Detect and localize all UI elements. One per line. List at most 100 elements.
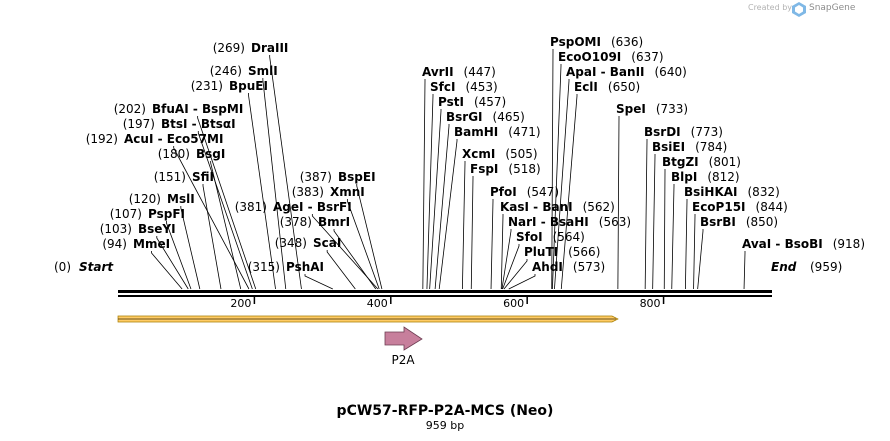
restriction-site-name[interactable]: PfoI xyxy=(490,185,517,199)
restriction-site-name[interactable]: SfiI xyxy=(192,170,214,184)
restriction-site[interactable]: EcoO109I (637) xyxy=(558,50,664,64)
restriction-site-name[interactable]: XmnI xyxy=(330,185,365,199)
restriction-site[interactable]: BamHI (471) xyxy=(454,125,541,139)
restriction-site-name[interactable]: EcoP15I xyxy=(692,200,746,214)
restriction-site[interactable]: PfoI (547) xyxy=(490,185,559,199)
restriction-site[interactable]: BmrI (378) xyxy=(280,215,350,229)
restriction-site[interactable]: AcuI - Eco57MI (192) xyxy=(86,132,224,146)
restriction-site[interactable]: BsrBI (850) xyxy=(700,215,778,229)
restriction-site[interactable]: XmnI (383) xyxy=(292,185,365,199)
restriction-site[interactable]: AhdI (573) xyxy=(532,260,605,274)
restriction-site[interactable]: BpuEI (231) xyxy=(191,79,268,93)
restriction-site-name[interactable]: SfcI xyxy=(430,80,455,94)
restriction-site-name[interactable]: XcmI xyxy=(462,147,495,161)
restriction-site[interactable]: SfoI (564) xyxy=(516,230,585,244)
restriction-site[interactable]: BsrGI (465) xyxy=(446,110,525,124)
restriction-site-line xyxy=(554,79,570,290)
restriction-site-name[interactable]: MslI xyxy=(167,192,195,206)
restriction-site-name[interactable]: DraIII xyxy=(251,41,288,55)
restriction-site-name[interactable]: PstI xyxy=(438,95,464,109)
restriction-site-position: (562) xyxy=(583,200,615,214)
restriction-site-name[interactable]: PluTI xyxy=(524,245,558,259)
restriction-site-name[interactable]: BsrDI xyxy=(644,125,681,139)
restriction-site[interactable]: SmlI (246) xyxy=(210,64,278,78)
restriction-site-position: (120) xyxy=(129,192,161,206)
restriction-site[interactable]: EcoP15I (844) xyxy=(692,200,788,214)
restriction-site-name[interactable]: BseYI xyxy=(138,222,176,236)
restriction-site-position: (573) xyxy=(573,260,605,274)
restriction-site[interactable]: BseYI (103) xyxy=(100,222,176,236)
restriction-site[interactable]: SpeI (733) xyxy=(616,102,688,116)
restriction-site-name[interactable]: BmrI xyxy=(318,215,350,229)
orf-feature[interactable] xyxy=(117,315,619,323)
restriction-site-name[interactable]: BsiHKAI xyxy=(684,185,738,199)
restriction-site[interactable]: XcmI (505) xyxy=(462,147,538,161)
restriction-site-name[interactable]: FspI xyxy=(470,162,498,176)
restriction-site[interactable]: BfuAI - BspMI (202) xyxy=(114,102,244,116)
restriction-site-name[interactable]: BsrGI xyxy=(446,110,483,124)
p2a-arrow-icon[interactable] xyxy=(384,326,423,351)
restriction-site-name[interactable]: EcoO109I xyxy=(558,50,621,64)
restriction-site-name[interactable]: BspEI xyxy=(338,170,376,184)
restriction-site-name[interactable]: BsrBI xyxy=(700,215,736,229)
restriction-site-line xyxy=(311,214,379,290)
restriction-site[interactable]: PstI (457) xyxy=(438,95,506,109)
restriction-site-line xyxy=(551,49,554,290)
restriction-site[interactable]: AgeI - BsrFI (381) xyxy=(235,200,352,214)
restriction-site-name[interactable]: BsiEI xyxy=(652,140,685,154)
restriction-site[interactable]: PspOMI (636) xyxy=(550,35,643,49)
restriction-site-name[interactable]: AvrII xyxy=(422,65,454,79)
restriction-site[interactable]: AvrII (447) xyxy=(422,65,496,79)
restriction-site-name[interactable]: AhdI xyxy=(532,260,563,274)
restriction-site[interactable]: EclI (650) xyxy=(574,80,640,94)
restriction-site-name[interactable]: ApaI - BanII xyxy=(566,65,645,79)
restriction-site-position: (637) xyxy=(631,50,663,64)
restriction-site-name[interactable]: PspOMI xyxy=(550,35,601,49)
restriction-site[interactable]: BtgZI (801) xyxy=(662,155,741,169)
restriction-site[interactable]: PspFI (107) xyxy=(110,207,185,221)
restriction-site[interactable]: PluTI (566) xyxy=(524,245,600,259)
restriction-site[interactable]: SfiI (151) xyxy=(154,170,214,184)
restriction-site-name[interactable]: BtgZI xyxy=(662,155,699,169)
restriction-site[interactable]: AvaI - BsoBI (918) xyxy=(742,237,865,251)
restriction-site-name[interactable]: AgeI - BsrFI xyxy=(273,200,352,214)
restriction-site-name[interactable]: SpeI xyxy=(616,102,646,116)
restriction-site[interactable]: FspI (518) xyxy=(470,162,541,176)
restriction-site[interactable]: NarI - BsaHI (563) xyxy=(508,215,631,229)
restriction-site[interactable]: DraIII (269) xyxy=(213,41,289,55)
restriction-site-name[interactable]: AvaI - BsoBI xyxy=(742,237,823,251)
restriction-site[interactable]: BsrDI (773) xyxy=(644,125,723,139)
restriction-site-name[interactable]: PspFI xyxy=(148,207,185,221)
restriction-site-position: (563) xyxy=(599,215,631,229)
restriction-site[interactable]: BlpI (812) xyxy=(671,170,740,184)
restriction-site[interactable]: BtsI - BtsαI (197) xyxy=(123,117,236,131)
restriction-site[interactable]: PshAI (315) xyxy=(248,260,324,274)
restriction-site[interactable]: BsgI (180) xyxy=(158,147,226,161)
restriction-site-name[interactable]: SfoI xyxy=(516,230,543,244)
restriction-site[interactable]: ScaI (348) xyxy=(275,236,342,250)
restriction-site[interactable]: MmeI (94) xyxy=(102,237,170,251)
restriction-site-name[interactable]: AcuI - Eco57MI xyxy=(124,132,223,146)
restriction-site[interactable]: BspEI (387) xyxy=(300,170,376,184)
restriction-site[interactable]: BsiEI (784) xyxy=(652,140,727,154)
map-title: pCW57-RFP-P2A-MCS (Neo) xyxy=(337,403,554,419)
restriction-site-name[interactable]: NarI - BsaHI xyxy=(508,215,589,229)
restriction-site-name[interactable]: BfuAI - BspMI xyxy=(152,102,243,116)
restriction-site[interactable]: BsiHKAI (832) xyxy=(684,185,780,199)
restriction-site-name[interactable]: PshAI xyxy=(286,260,324,274)
restriction-site-name[interactable]: EclI xyxy=(574,80,598,94)
restriction-site-name[interactable]: BsgI xyxy=(196,147,225,161)
restriction-site[interactable]: MslI (120) xyxy=(129,192,195,206)
restriction-site[interactable]: KasI - BanI (562) xyxy=(500,200,615,214)
restriction-site-name[interactable]: KasI - BanI xyxy=(500,200,573,214)
p2a-feature[interactable]: P2A xyxy=(384,326,423,367)
restriction-site-name[interactable]: SmlI xyxy=(248,64,278,78)
restriction-site[interactable]: SfcI (453) xyxy=(430,80,498,94)
restriction-site-name[interactable]: BpuEI xyxy=(229,79,268,93)
restriction-site-name[interactable]: BtsI - BtsαI xyxy=(161,117,236,131)
restriction-site[interactable]: ApaI - BanII (640) xyxy=(566,65,687,79)
restriction-site-name[interactable]: BlpI xyxy=(671,170,697,184)
restriction-site-name[interactable]: ScaI xyxy=(313,236,341,250)
restriction-site-name[interactable]: BamHI xyxy=(454,125,498,139)
restriction-site-name[interactable]: MmeI xyxy=(133,237,170,251)
